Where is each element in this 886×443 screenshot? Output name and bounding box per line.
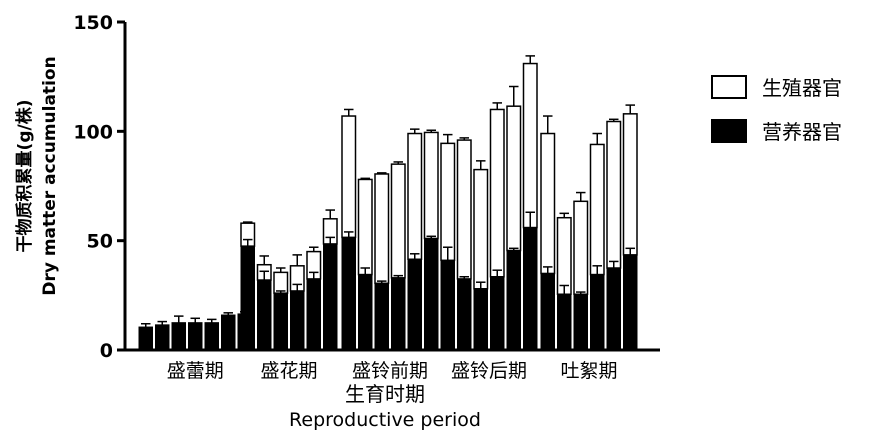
- legend-swatch-reproductive: [711, 75, 747, 99]
- bar-vegetative: [155, 324, 170, 351]
- x-tick-label: 盛铃前期: [352, 360, 428, 382]
- x-axis-title-cn: 生育时期: [345, 382, 425, 406]
- bar-reproductive: [374, 173, 390, 285]
- bar-reproductive: [423, 131, 439, 240]
- bar-vegetative: [171, 322, 186, 351]
- bar-reproductive: [589, 143, 605, 276]
- x-tick-label: 盛花期: [260, 360, 317, 382]
- bar-reproductive: [522, 62, 538, 229]
- y-axis-title-cn: 干物质积累量(g/株): [14, 100, 35, 253]
- bar-vegetative: [204, 322, 219, 351]
- bar-reproductive: [273, 271, 289, 294]
- bar-vegetative: [473, 288, 488, 351]
- bar-vegetative: [188, 322, 203, 351]
- x-axis-title-en: Reproductive period: [289, 409, 481, 431]
- y-tick-label: 100: [73, 121, 113, 143]
- x-tick-label: 盛蕾期: [167, 360, 224, 382]
- bar-reproductive: [390, 163, 406, 279]
- bar-vegetative: [457, 278, 472, 351]
- bar-reproductive: [506, 105, 522, 252]
- bar-vegetative: [407, 258, 422, 351]
- legend-label-vegetative: 营养器官: [762, 120, 842, 144]
- bar-vegetative: [290, 290, 305, 351]
- bar-reproductive: [606, 120, 622, 269]
- bar-vegetative: [240, 245, 255, 351]
- bar-reproductive: [573, 200, 589, 295]
- bar-reproductive: [556, 216, 572, 295]
- bar-vegetative: [523, 227, 538, 351]
- bar-reproductive: [357, 178, 373, 276]
- y-tick-label: 0: [100, 340, 113, 362]
- bar-vegetative: [557, 293, 572, 351]
- bar-vegetative: [374, 282, 389, 351]
- x-tick-label: 吐絮期: [560, 360, 617, 382]
- bar-vegetative: [391, 277, 406, 351]
- bar-reproductive: [440, 142, 456, 262]
- bar-reproductive: [341, 115, 357, 239]
- bar-reproductive: [622, 113, 638, 256]
- bar-vegetative: [138, 326, 153, 351]
- y-axis-title-en: Dry matter accumulation: [40, 56, 60, 295]
- bar-reproductive: [489, 108, 505, 278]
- y-tick-label: 50: [87, 231, 113, 253]
- bar-reproductive: [540, 132, 556, 275]
- bar-vegetative: [341, 236, 356, 351]
- bar-vegetative: [606, 267, 621, 351]
- bar-vegetative: [490, 276, 505, 351]
- bar-vegetative: [358, 274, 373, 351]
- bar-vegetative: [540, 272, 555, 351]
- legend-swatch-vegetative: [711, 119, 747, 143]
- bar-reproductive: [407, 132, 423, 261]
- legend-label-reproductive: 生殖器官: [762, 76, 842, 100]
- bar-vegetative: [623, 254, 638, 351]
- bar-reproductive: [473, 168, 489, 290]
- bar-vegetative: [221, 314, 236, 351]
- bar-reproductive: [456, 139, 472, 280]
- bar-vegetative: [323, 243, 338, 351]
- bar-vegetative: [440, 259, 455, 351]
- bar-vegetative: [306, 278, 321, 351]
- bar-vegetative: [257, 279, 272, 351]
- bar-vegetative: [506, 250, 521, 351]
- y-tick-label: 150: [73, 12, 113, 34]
- x-tick-label: 盛铃后期: [451, 360, 527, 382]
- bar-vegetative: [273, 292, 288, 351]
- bar-vegetative: [590, 274, 605, 351]
- bar-vegetative: [424, 237, 439, 351]
- bar-vegetative: [573, 293, 588, 351]
